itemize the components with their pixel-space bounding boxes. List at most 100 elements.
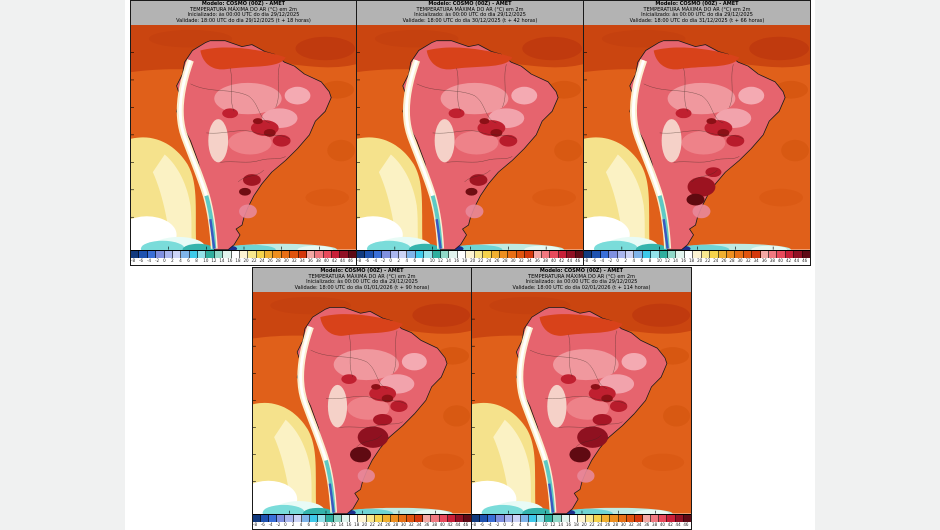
colorbar-segment	[735, 251, 744, 258]
colorbar-tick-label: 20	[697, 258, 703, 263]
colorbar-segment	[537, 515, 546, 522]
temperature-colorbar	[131, 250, 357, 258]
colorbar-tick-label: 42	[447, 522, 453, 527]
map-body	[472, 292, 691, 514]
colorbar-tick-label: 4	[518, 522, 522, 527]
forecast-map-panel: Modelo: COSMO (00Z) - AMET TEMPERATURA M…	[357, 0, 584, 266]
colorbar-segment	[424, 251, 433, 258]
colorbar-tick-label: 2	[171, 258, 174, 263]
colorbar-tick-label: 46	[575, 258, 581, 263]
colorbar-segment	[516, 251, 526, 258]
colorbar-tick-label: 0	[503, 522, 506, 527]
colorbar-tick-label: 2	[397, 258, 400, 263]
colorbar-segment	[390, 251, 400, 258]
colorbar-segment	[139, 251, 148, 258]
colorbar-segment	[626, 515, 635, 522]
colorbar-segment	[261, 515, 270, 522]
colorbar-segment	[480, 515, 489, 522]
colorbar-segment	[306, 251, 316, 258]
colorbar-tick-labels: -8 -6 -4 -2 0 2 4 6 8 10 12 14 16 18 20 22 24 26 28 30 32 34 3…	[357, 258, 583, 265]
colorbar-tick-label: 4	[299, 522, 303, 527]
colorbar-tick-label: 34	[526, 258, 532, 263]
colorbar-segment	[348, 251, 357, 258]
colorbar-segment	[584, 251, 593, 258]
forecast-map-panel: Modelo: COSMO (00Z) - AMET TEMPERATURA M…	[130, 0, 357, 266]
colorbar-segment	[512, 515, 521, 522]
colorbar-segment	[248, 251, 257, 258]
colorbar-tick-label: 46	[347, 258, 353, 263]
colorbar-tick-label: -8	[131, 258, 135, 263]
colorbar-tick-label: 44	[675, 522, 681, 527]
colorbar-segment	[693, 251, 702, 258]
colorbar-segment	[415, 251, 425, 258]
colorbar-segment	[273, 251, 282, 258]
colorbar-segment	[214, 251, 224, 258]
colorbar-segment	[189, 251, 198, 258]
colorbar-tick-label: 22	[705, 258, 711, 263]
colorbar-segment	[609, 251, 618, 258]
colorbar-segment	[533, 251, 542, 258]
colorbar-tick-label: 6	[526, 522, 530, 527]
colorbar-tick-label: 16	[453, 258, 460, 263]
variable-label: TEMPERATURA MÁXIMA DO AR (°C) em 2m	[528, 273, 635, 280]
variable-label: TEMPERATURA MÁXIMA DO AR (°C) em 2m	[190, 6, 297, 13]
colorbar-tick-label: 22	[589, 522, 595, 527]
colorbar-tick-label: 10	[542, 522, 548, 527]
model-label: Modelo: COSMO (00Z) - AMET	[320, 268, 404, 274]
colorbar-segment	[683, 515, 691, 522]
colorbar-segment	[439, 515, 448, 522]
south-america-temperature-map	[357, 25, 583, 250]
colorbar-tick-label: 28	[393, 522, 399, 527]
colorbar-tick-label: 40	[659, 522, 665, 527]
colorbar-segment	[269, 515, 278, 522]
colorbar-segment	[265, 251, 274, 258]
colorbar-segment	[718, 251, 727, 258]
colorbar-tick-label: 36	[761, 258, 767, 263]
colorbar-segment	[382, 251, 391, 258]
colorbar-segment	[508, 251, 517, 258]
colorbar-segment	[398, 515, 408, 522]
variable-label: TEMPERATURA MÁXIMA DO AR (°C) em 2m	[416, 6, 524, 13]
temperature-colorbar	[253, 514, 471, 522]
init-time-label: Inicializado: às 00:00 UTC do dia 29/12/…	[187, 12, 300, 19]
colorbar-tick-label: 38	[431, 522, 438, 527]
colorbar-tick-label: -8	[357, 258, 361, 263]
colorbar-tick-label: 24	[713, 258, 719, 263]
variable-label: TEMPERATURA MÁXIMA DO AR (°C) em 2m	[308, 273, 416, 280]
colorbar-segment	[172, 251, 182, 258]
colorbar-tick-label: 22	[251, 258, 257, 263]
colorbar-segment	[651, 515, 660, 522]
colorbar-segment	[466, 251, 475, 258]
variable-label: TEMPERATURA MÁXIMA DO AR (°C) em 2m	[643, 6, 751, 13]
colorbar-tick-label: 44	[455, 522, 461, 527]
colorbar-segment	[474, 251, 484, 258]
colorbar-segment	[701, 251, 711, 258]
colorbar-segment	[651, 251, 660, 258]
colorbar-tick-label: 26	[267, 258, 273, 263]
colorbar-tick-label: 20	[243, 258, 249, 263]
colorbar-segment	[610, 515, 619, 522]
colorbar-segment	[323, 251, 332, 258]
colorbar-tick-label: 12	[211, 258, 217, 263]
colorbar-segment	[600, 251, 610, 258]
colorbar-segment	[567, 251, 576, 258]
colorbar-tick-label: 40	[439, 522, 445, 527]
colorbar-segment	[710, 251, 719, 258]
colorbar-segment	[131, 251, 140, 258]
colorbar-tick-label: 30	[283, 258, 289, 263]
colorbar-tick-label: 26	[605, 522, 611, 527]
colorbar-segment	[358, 515, 367, 522]
colorbar-segment	[528, 515, 538, 522]
colorbar-tick-label: 6	[640, 258, 644, 263]
colorbar-tick-label: 8	[421, 258, 425, 263]
colorbar-segment	[659, 515, 668, 522]
colorbar-segment	[488, 515, 497, 522]
colorbar-tick-label: 36	[534, 258, 540, 263]
colorbar-tick-label: 4	[632, 258, 636, 263]
colorbar-tick-label: -6	[479, 522, 484, 527]
colorbar-tick-label: -2	[155, 258, 160, 263]
temperature-colorbar	[357, 250, 583, 258]
colorbar-tick-label: 16	[346, 522, 352, 527]
colorbar-segment	[147, 251, 157, 258]
colorbar-segment	[585, 515, 595, 522]
